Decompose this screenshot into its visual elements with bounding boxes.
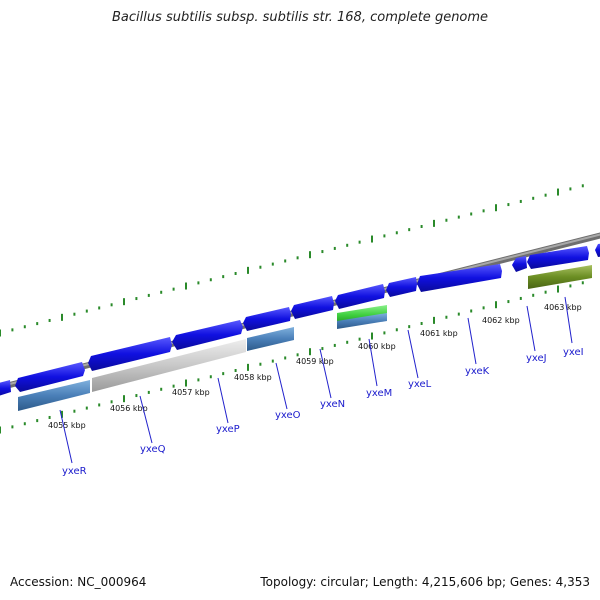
tick-label: 4055 kbp (48, 421, 86, 430)
scale-labels: 4055 kbp 4056 kbp 4057 kbp 4058 kbp 4059… (48, 303, 582, 430)
gene-label-yxeI[interactable]: yxeI (563, 347, 584, 358)
gene-leader-lines (59, 296, 573, 464)
gene-label-yxeM[interactable]: yxeM (366, 388, 392, 399)
inner-tick-ring (0, 281, 584, 434)
accession-text: Accession: NC_000964 (10, 575, 147, 589)
gene-label-yxeQ[interactable]: yxeQ (140, 444, 166, 455)
gene-label-yxeJ[interactable]: yxeJ (526, 353, 547, 364)
gene-label-yxeN[interactable]: yxeN (320, 399, 345, 410)
gene-yxeR-box[interactable] (18, 380, 90, 411)
forward-gene-arrow[interactable] (291, 296, 334, 319)
forward-gene-arrow[interactable] (243, 307, 291, 331)
tick-label: 4057 kbp (172, 388, 210, 397)
tick-label: 4063 kbp (544, 303, 582, 312)
gene-yxeQ-box[interactable] (92, 339, 246, 392)
tick-label: 4056 kbp (110, 404, 148, 413)
map-title: Bacillus subtilis subsp. subtilis str. 1… (111, 10, 489, 25)
forward-strand-genes (0, 243, 600, 397)
gene-labels: yxeR yxeQ yxeP yxeO yxeN yxeM yxeL yxeK … (62, 347, 584, 477)
forward-gene-arrow[interactable] (172, 320, 243, 350)
gene-label-yxeP[interactable]: yxeP (216, 424, 240, 435)
gene-yxeM-box-lower[interactable] (337, 313, 387, 329)
forward-gene-arrow[interactable] (386, 277, 417, 297)
gene-label-yxeR[interactable]: yxeR (62, 466, 87, 477)
tick-label: 4061 kbp (420, 329, 458, 338)
gene-yxeO-box[interactable] (247, 327, 294, 351)
forward-gene-arrow[interactable] (595, 243, 600, 257)
forward-gene-arrow[interactable] (527, 246, 589, 269)
forward-gene-arrow[interactable] (417, 264, 502, 292)
tick-label: 4059 kbp (296, 357, 334, 366)
genome-summary-text: Topology: circular; Length: 4,215,606 bp… (260, 575, 590, 589)
gene-label-yxeK[interactable]: yxeK (465, 366, 490, 377)
tick-label: 4062 kbp (482, 316, 520, 325)
forward-gene-arrow[interactable] (15, 362, 85, 392)
forward-gene-arrow[interactable] (335, 284, 385, 309)
gene-label-yxeO[interactable]: yxeO (275, 410, 301, 421)
gene-yxeI-box[interactable] (528, 265, 592, 289)
forward-gene-arrow[interactable] (512, 256, 527, 272)
forward-gene-arrow[interactable] (88, 337, 172, 371)
reverse-strand-genes (18, 265, 592, 411)
tick-label: 4058 kbp (234, 373, 272, 382)
outer-tick-ring (0, 184, 584, 337)
forward-gene-arrow[interactable] (0, 380, 11, 397)
gene-label-yxeL[interactable]: yxeL (408, 379, 432, 390)
tick-label: 4060 kbp (358, 342, 396, 351)
